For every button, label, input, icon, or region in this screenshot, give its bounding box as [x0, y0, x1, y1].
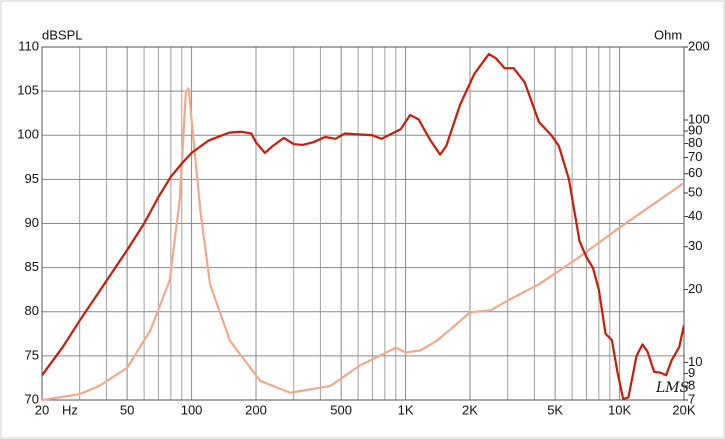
y2-tick-label: 40: [688, 208, 702, 223]
x-tick-label: 50: [120, 402, 134, 417]
x-tick-label: 100: [181, 402, 203, 417]
x-tick-label: 2K: [462, 402, 478, 417]
y2-tick-label: 7: [688, 391, 695, 406]
y2-tick-label: 90: [688, 123, 702, 138]
x-tick-label: 20K: [672, 402, 695, 417]
x-tick-label: 10K: [608, 402, 631, 417]
x-axis-label: Hz: [62, 402, 78, 417]
y-tick-label: 70: [25, 391, 39, 406]
y2-tick-label: 80: [688, 135, 702, 150]
series-line: [42, 52, 684, 401]
y-tick-label: 105: [17, 83, 39, 98]
plot-border: [41, 46, 685, 401]
y2-tick-label: 200: [688, 38, 710, 53]
y-tick-label: 100: [17, 127, 39, 142]
y2-tick-label: 70: [688, 149, 702, 164]
x-tick-label: 500: [330, 402, 352, 417]
y-tick-label: 85: [25, 259, 39, 274]
y2-tick-label: 100: [688, 111, 710, 126]
y-tick-label: 80: [25, 303, 39, 318]
y2-tick-label: 60: [688, 165, 702, 180]
x-tick-label: 5K: [547, 402, 563, 417]
y2-tick-label: 50: [688, 184, 702, 199]
x-tick-label: 1K: [398, 402, 414, 417]
y2-tick-label: 20: [688, 281, 702, 296]
y-axis-label: dBSPL: [42, 27, 82, 42]
logo: LMS: [655, 380, 689, 396]
y-tick-label: 95: [25, 171, 39, 186]
y2-tick-label: 8: [688, 377, 695, 392]
y-tick-label: 110: [18, 38, 39, 53]
y2-axis-label: Ohm: [654, 27, 682, 42]
y2-tick-label: 10: [688, 354, 702, 369]
y2-tick-label: 30: [688, 238, 702, 253]
y-tick-label: 90: [25, 215, 39, 230]
y2-tick-label: 9: [688, 365, 695, 380]
y-tick-label: 75: [25, 347, 39, 362]
x-tick-label: 20: [35, 402, 49, 417]
x-tick-label: 200: [245, 402, 267, 417]
series-line: [42, 87, 684, 402]
